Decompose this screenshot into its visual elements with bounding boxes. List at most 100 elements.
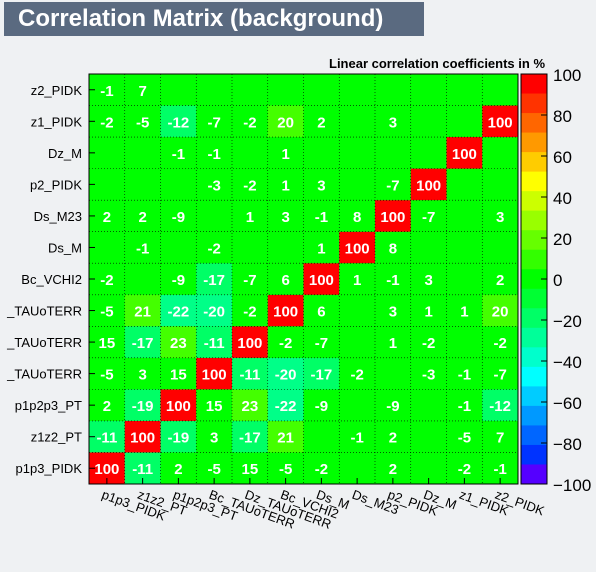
heatmap-cell xyxy=(446,420,483,453)
y-tick-label: p1p2p3_PT xyxy=(15,398,82,413)
y-tick-label: Bc_VCHI2 xyxy=(21,272,82,287)
cell-value-label: -5 xyxy=(207,461,220,478)
colorbar-tick-label: 20 xyxy=(553,230,572,249)
cell-value-label: 100 xyxy=(309,272,334,289)
cell-value-label: 3 xyxy=(317,177,325,194)
cell-value-label: 1 xyxy=(281,146,289,163)
cell-value-label: -1 xyxy=(350,430,363,447)
colorbar-segment xyxy=(521,113,547,134)
cell-value-label: -3 xyxy=(422,367,435,384)
cell-value-label: -2 xyxy=(243,177,256,194)
colorbar: 100 80 60 40 20 0 −20 −40 −60 −80 −100 xyxy=(520,66,591,495)
heatmap-cell xyxy=(232,326,268,358)
cell-value-label: -5 xyxy=(136,114,149,131)
heatmap-cell xyxy=(160,263,197,295)
heatmap-cell xyxy=(267,263,304,295)
heatmap-cell xyxy=(124,231,161,264)
cell-value-label: 3 xyxy=(210,430,218,447)
cell-value-label: 3 xyxy=(389,304,397,321)
cell-value-label: -3 xyxy=(207,177,220,194)
cell-value-label: 2 xyxy=(103,209,111,226)
y-tick-label: _TAUoTERR xyxy=(6,304,82,319)
cell-value-label: -9 xyxy=(386,398,399,415)
cell-value-label: -1 xyxy=(207,146,220,163)
heatmap-cell xyxy=(375,420,411,453)
cell-value-label: -9 xyxy=(172,272,185,289)
cell-value-label: 1 xyxy=(353,272,361,289)
cell-value-label: 100 xyxy=(380,209,405,226)
heatmap-cell xyxy=(267,105,304,138)
heatmap-cell xyxy=(375,105,411,138)
heatmap-cell xyxy=(232,263,268,295)
heatmap-cell xyxy=(339,200,375,232)
cell-value-label: -22 xyxy=(275,398,297,415)
cell-value-label: -7 xyxy=(493,367,506,384)
cell-value-label: -7 xyxy=(422,209,435,226)
heatmap-cell xyxy=(267,200,304,232)
colorbar-segment xyxy=(521,366,547,387)
cell-value-label: -7 xyxy=(315,335,328,352)
heatmap-cell xyxy=(375,326,411,358)
heatmap-cell xyxy=(124,200,161,232)
colorbar-segment xyxy=(521,230,547,251)
heatmap-cell xyxy=(232,200,268,232)
heatmap-cell xyxy=(267,357,304,390)
cell-value-label: 21 xyxy=(134,304,151,321)
y-tick-label: Ds_M23 xyxy=(34,209,82,224)
heatmap-cell xyxy=(196,137,232,169)
cell-value-label: -9 xyxy=(172,209,185,226)
x-axis-labels: p1p3_PIDKz1z2_PTp1p2p3_PTBc_TAUoTERRDz_T… xyxy=(100,478,547,532)
heatmap-cell xyxy=(160,420,197,453)
y-tick-label: z1_PIDK xyxy=(31,114,83,129)
cell-value-label: -5 xyxy=(458,430,471,447)
heatmap-cell xyxy=(267,420,304,453)
heatmap-cell xyxy=(410,200,447,232)
heatmap-cell xyxy=(124,105,161,138)
cell-value-label: -5 xyxy=(100,367,113,384)
heatmap-cell xyxy=(267,168,304,201)
heatmap-cell xyxy=(482,357,518,390)
cell-value-label: 2 xyxy=(138,209,146,226)
cell-value-label: -5 xyxy=(100,304,113,321)
cell-value-label: -12 xyxy=(489,398,511,415)
colorbar-segment xyxy=(521,93,547,114)
heatmap-cell xyxy=(232,389,268,421)
cell-value-label: 3 xyxy=(281,209,289,226)
heatmap-cell xyxy=(232,357,268,390)
cell-value-label: -2 xyxy=(315,461,328,478)
heatmap-cell xyxy=(160,105,197,138)
cell-value-label: -11 xyxy=(132,461,153,478)
cell-value-label: 23 xyxy=(242,398,259,415)
cell-value-label: -17 xyxy=(132,335,154,352)
heatmap-cell xyxy=(339,231,375,264)
colorbar-tick-label: −100 xyxy=(553,476,591,495)
cell-value-label: 15 xyxy=(242,461,259,478)
heatmap-cell xyxy=(482,389,518,421)
colorbar-segment xyxy=(521,152,547,173)
heatmap-cell xyxy=(124,389,161,421)
colorbar-segment xyxy=(521,249,547,270)
cell-value-label: -2 xyxy=(458,461,471,478)
cell-value-label: -11 xyxy=(239,367,260,384)
cell-value-label: 20 xyxy=(277,114,294,131)
colorbar-tick-label: 80 xyxy=(553,107,572,126)
cell-value-label: -1 xyxy=(458,367,471,384)
cell-value-label: -7 xyxy=(386,177,399,194)
cell-value-label: 1 xyxy=(460,304,468,321)
cell-value-label: -2 xyxy=(100,114,113,131)
heatmap-cell xyxy=(303,263,340,295)
heatmap-cell xyxy=(446,294,483,327)
grid-lines xyxy=(89,74,518,484)
colorbar-segment xyxy=(521,171,547,192)
cell-value-label: -19 xyxy=(168,430,190,447)
colorbar-tick-label: −60 xyxy=(553,394,582,413)
heatmap-cell xyxy=(303,105,340,138)
y-tick-label: _TAUoTERR xyxy=(6,335,82,350)
cell-value-label: 100 xyxy=(202,367,227,384)
cell-value-label: 21 xyxy=(277,430,294,447)
cell-value-label: -1 xyxy=(458,398,471,415)
cell-value-label: -2 xyxy=(100,272,113,289)
colorbar-tick-label: −80 xyxy=(553,435,582,454)
heatmap-cell xyxy=(267,326,304,358)
cell-value-label: 15 xyxy=(206,398,223,415)
